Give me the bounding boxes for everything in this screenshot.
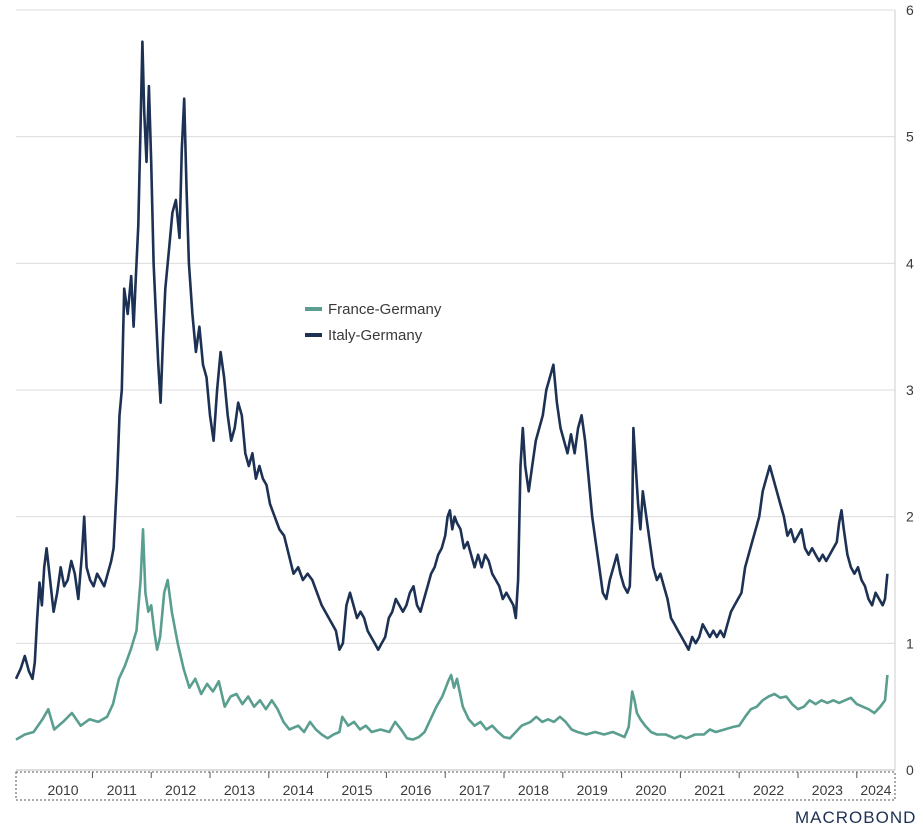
x-tick-label: 2014 [283,782,314,798]
y-tick-label: 4 [906,255,914,271]
x-tick-label: 2021 [694,782,725,798]
y-tick-label: 1 [906,635,914,651]
x-tick-label: 2010 [47,782,78,798]
x-tick-label: 2012 [165,782,196,798]
series-lines [14,40,889,741]
x-tick-label: 2024 [860,782,891,798]
y-tick-label: 0 [906,762,914,778]
y-tick-label: 3 [906,382,914,398]
series-line-france-germany [15,528,889,741]
x-axis-ticks: 2010 2011 2012 2013 2014 2015 2016 2017 2018 2019… [47,772,892,798]
x-tick-label: 2015 [341,782,372,798]
x-tick-label: 2017 [459,782,490,798]
y-tick-label: 5 [906,129,914,145]
legend: France-Germany Italy-Germany [305,301,442,344]
x-tick-label: 2023 [812,782,843,798]
x-axis-box [15,771,896,801]
legend-label: France-Germany [328,301,442,318]
x-tick-label: 2019 [577,782,608,798]
y-tick-label: 6 [906,2,914,18]
x-tick-label: 2020 [635,782,666,798]
legend-label: Italy-Germany [328,327,423,344]
series-line-italy-germany [14,40,889,681]
macrobond-logo: MACROBOND [795,808,917,827]
y-tick-label: 2 [906,509,914,525]
x-tick-label: 2016 [400,782,431,798]
y-axis-ticks: 0 1 2 3 4 5 6 [906,2,914,778]
x-tick-label: 2011 [107,782,137,798]
x-tick-label: 2022 [753,782,784,798]
x-tick-label: 2013 [224,782,255,798]
x-tick-label: 2018 [518,782,549,798]
